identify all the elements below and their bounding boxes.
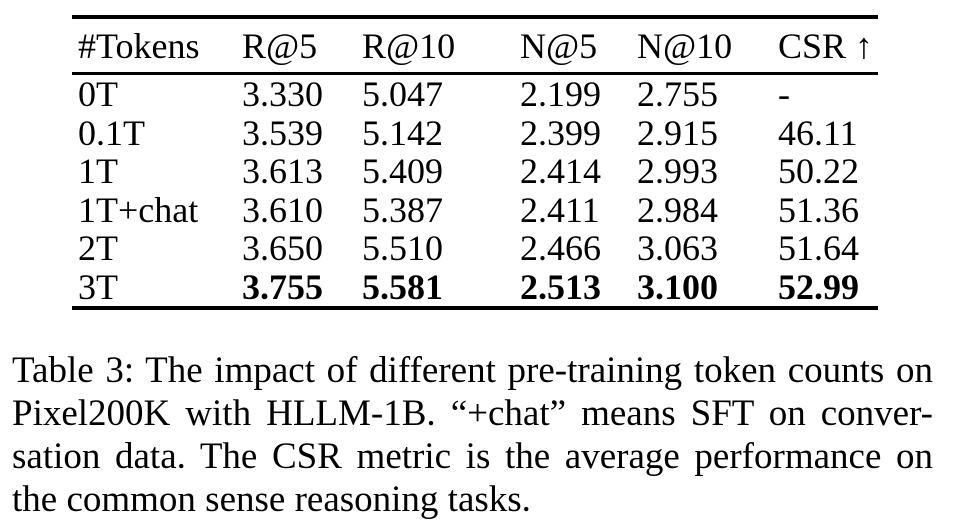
cell-n10: 3.100 [637,266,718,307]
table-mid-rule [72,72,878,75]
cell-r10: 5.510 [362,228,443,269]
table-bottom-rule [72,306,878,310]
cell-r5: 3.539 [242,112,323,153]
cell-n5: 2.414 [520,151,601,192]
cell-csr: - [778,74,790,115]
cell-csr: 51.64 [778,228,859,269]
cell-r10: 5.142 [362,112,443,153]
column-header-n5: N@5 [520,25,598,66]
cell-r10: 5.581 [362,266,443,307]
caption-line: the common sense reasoning tasks. [12,479,531,520]
cell-r10: 5.409 [362,151,443,192]
cell-n10: 2.915 [637,112,718,153]
table-row: 1T+chat 3.610 5.387 2.411 2.984 51.36 [72,191,878,230]
column-header-r10: R@10 [362,25,456,66]
row-label: 3T [78,266,118,307]
cell-n5: 2.199 [520,74,601,115]
cell-r10: 5.047 [362,74,443,115]
cell-r5: 3.610 [242,189,323,230]
cell-n5: 2.513 [520,266,601,307]
cell-r5: 3.650 [242,228,323,269]
table-top-rule [72,15,878,19]
row-label: 2T [78,228,118,269]
cell-n10: 2.984 [637,189,718,230]
cell-r10: 5.387 [362,189,443,230]
cell-n5: 2.466 [520,228,601,269]
cell-r5: 3.613 [242,151,323,192]
cell-csr: 50.22 [778,151,859,192]
caption-line: sation data. The CSR metric is the avera… [12,436,933,477]
cell-n5: 2.411 [520,189,600,230]
cell-csr: 46.11 [778,112,858,153]
column-header-tokens: #Tokens [78,25,200,66]
cell-n10: 3.063 [637,228,718,269]
cell-n10: 2.755 [637,74,718,115]
caption-line: Pixel200K with HLLM-1B. “+chat” means SF… [12,393,933,434]
cell-csr: 52.99 [778,266,859,307]
column-header-n10: N@10 [637,25,733,66]
cell-r5: 3.755 [242,266,323,307]
row-label: 1T [78,151,118,192]
cell-r5: 3.330 [242,74,323,115]
table-row: 2T 3.650 5.510 2.466 3.063 51.64 [72,229,878,268]
table-header-row: #Tokens R@5 R@10 N@5 N@10 CSR ↑ [72,19,878,72]
column-header-r5: R@5 [242,25,318,66]
cell-n10: 2.993 [637,151,718,192]
table-row: 0.1T 3.539 5.142 2.399 2.915 46.11 [72,114,878,153]
table-row-best: 3T 3.755 5.581 2.513 3.100 52.99 [72,268,878,307]
row-label: 0T [78,74,118,115]
results-table: #Tokens R@5 R@10 N@5 N@10 CSR ↑ 0T 3.330… [72,15,878,310]
cell-csr: 51.36 [778,189,859,230]
row-label: 0.1T [78,112,145,153]
table-caption: Table 3: The impact of different pre-tra… [12,349,933,521]
table-row: 1T 3.613 5.409 2.414 2.993 50.22 [72,152,878,191]
column-header-csr: CSR ↑ [778,25,874,66]
table-row: 0T 3.330 5.047 2.199 2.755 - [72,75,878,114]
row-label: 1T+chat [78,189,199,230]
caption-line: Table 3: The impact of different pre-tra… [12,350,933,391]
cell-n5: 2.399 [520,112,601,153]
